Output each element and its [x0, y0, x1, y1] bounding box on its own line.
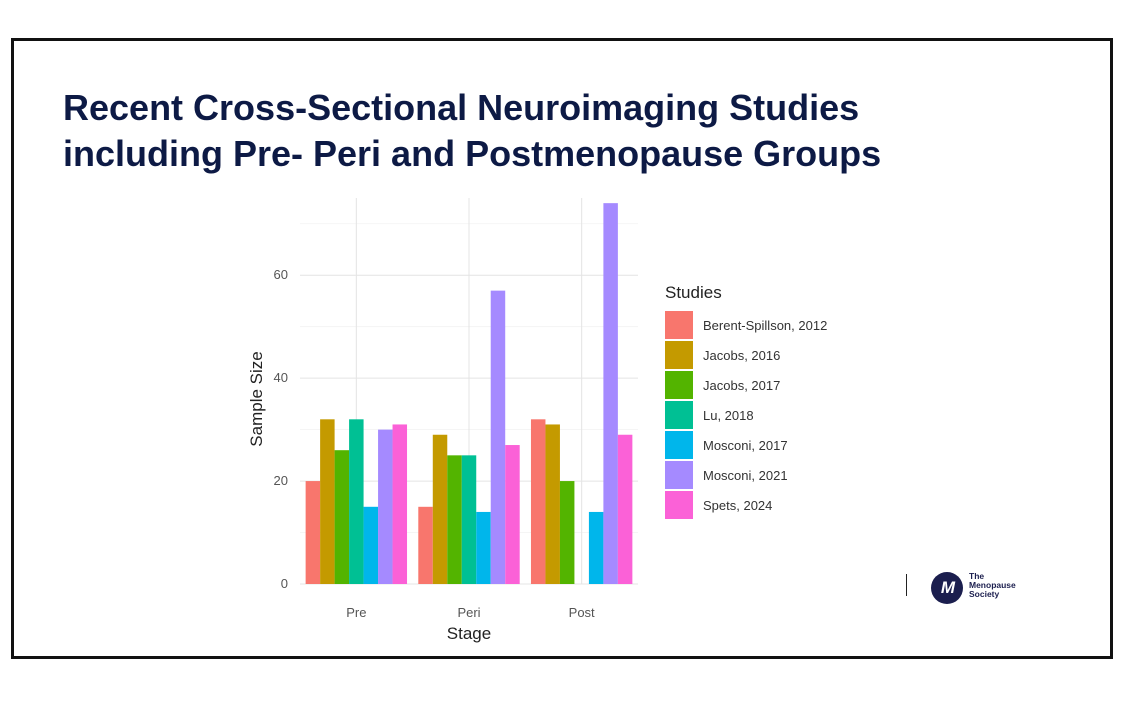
- bar: [530, 419, 546, 584]
- bar: [334, 450, 350, 584]
- legend-label: Lu, 2018: [703, 408, 754, 423]
- bar: [378, 429, 393, 584]
- bar: [432, 434, 448, 584]
- bar: [305, 481, 321, 584]
- bar: [505, 445, 520, 584]
- y-tick-label: 60: [274, 267, 288, 282]
- legend-swatch: [665, 341, 693, 369]
- brand-divider: [906, 574, 907, 596]
- slide-title-line-2: including Pre- Peri and Postmenopause Gr…: [63, 133, 882, 174]
- bar: [603, 203, 618, 584]
- bar: [476, 511, 491, 584]
- legend-swatch: [665, 461, 693, 489]
- legend-label: Berent-Spillson, 2012: [703, 318, 827, 333]
- bar: [545, 424, 560, 584]
- legend-title: Studies: [665, 283, 722, 302]
- legend-swatch: [665, 401, 693, 429]
- y-tick-label: 40: [274, 370, 288, 385]
- legend-label: Mosconi, 2017: [703, 438, 788, 453]
- bar: [392, 424, 408, 584]
- bar: [320, 419, 335, 584]
- legend-label: Jacobs, 2017: [703, 378, 780, 393]
- brand-name-line-1: The: [969, 571, 985, 581]
- brand-name-line-3: Society: [969, 589, 1000, 599]
- menopause-society-logo-icon: M: [931, 572, 963, 604]
- bar: [461, 455, 477, 584]
- legend-swatch: [665, 431, 693, 459]
- bar: [363, 506, 379, 584]
- bar: [418, 506, 433, 584]
- x-tick-label: Pre: [346, 605, 366, 620]
- bar: [588, 511, 604, 584]
- brand-name: The Menopause Society: [969, 572, 1016, 599]
- legend-swatch: [665, 371, 693, 399]
- legend-label: Spets, 2024: [703, 498, 772, 513]
- bar: [617, 434, 633, 584]
- bar: [349, 419, 364, 584]
- bar-chart: 0 20 40 60 Pre Peri Post Stage Sample Size Studie…: [247, 198, 827, 643]
- legend-swatch: [665, 491, 693, 519]
- slide-title-line-1: Recent Cross-Sectional Neuroimaging Stud…: [63, 87, 860, 128]
- legend-swatch: [665, 311, 693, 339]
- legend-label: Mosconi, 2021: [703, 468, 788, 483]
- x-axis-title: Stage: [447, 624, 491, 643]
- brand-name-line-2: Menopause: [969, 580, 1016, 590]
- slide-title: Recent Cross-Sectional Neuroimaging Stud…: [63, 85, 881, 177]
- y-tick-label: 20: [274, 473, 288, 488]
- x-tick-label: Peri: [457, 605, 480, 620]
- bar: [447, 455, 462, 584]
- x-tick-label: Post: [569, 605, 595, 620]
- y-tick-label: 0: [281, 576, 288, 591]
- brand-logo: M The Menopause Society: [906, 572, 1046, 612]
- y-axis-title: Sample Size: [247, 351, 266, 446]
- bar: [490, 290, 506, 584]
- bar: [559, 481, 575, 584]
- legend-label: Jacobs, 2016: [703, 348, 780, 363]
